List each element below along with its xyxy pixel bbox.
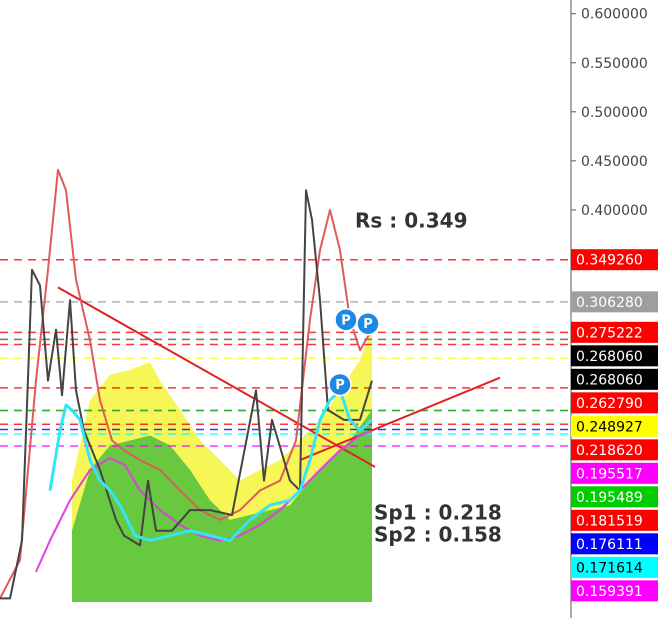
level-label: 0.262790 [576,396,643,412]
line [35,429,373,573]
level-label: 0.349260 [576,253,643,269]
level-label: 0.275222 [576,325,643,341]
annotation: Sp2 : 0.158 [374,523,502,547]
y-tick-label: 0.550000 [581,56,648,72]
level-label: 0.306280 [576,295,643,311]
annotation: Rs : 0.349 [355,209,468,233]
trend-line [57,286,376,468]
level-label-box [571,439,658,461]
level-label: 0.195517 [576,466,643,482]
y-tick-label: 0.500000 [581,105,648,121]
y-tick-label: 0.600000 [581,7,648,23]
y-tick-label: 0.450000 [581,154,648,170]
level-label: 0.181519 [576,513,643,529]
level-label-box [571,249,658,271]
level-label-box [571,368,658,390]
level-label: 0.195489 [576,490,643,506]
level-label-box [571,580,658,602]
level-label-box [571,291,658,313]
level-label-box [571,321,658,343]
level-label: 0.176111 [576,537,643,553]
p-marker [356,311,380,336]
line [0,189,373,600]
level-label-box [571,509,658,531]
level-label: 0.248927 [576,419,643,435]
level-label: 0.218620 [576,443,643,459]
level-label-box [571,415,658,437]
annotation: Sp1 : 0.218 [374,501,502,525]
level-label: 0.268060 [576,349,643,365]
level-label: 0.268060 [576,372,643,388]
level-label-box [571,486,658,508]
level-label-box [571,392,658,414]
p-marker-label: P [341,313,351,328]
level-label-box [571,556,658,578]
level-label: 0.159391 [576,584,643,600]
level-label-box [571,345,658,367]
level-label: 0.171614 [576,560,643,576]
trend-line [299,376,501,461]
line [0,168,373,599]
p-marker-label: P [363,317,373,332]
p-marker [328,372,352,397]
level-label-box [571,533,658,555]
area [72,410,372,602]
level-label-box [571,462,658,484]
p-marker-label: P [335,378,345,393]
y-tick-label: 0.400000 [581,203,648,219]
line [48,388,374,543]
